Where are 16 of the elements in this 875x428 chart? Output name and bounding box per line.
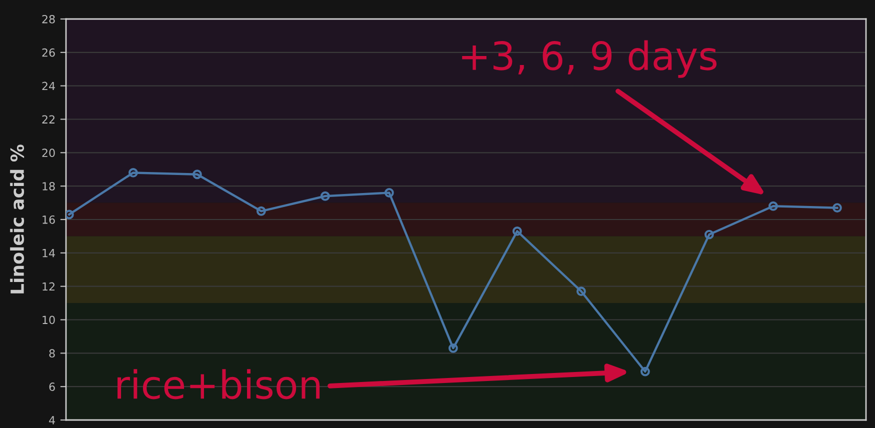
y-tick-label: 10 (42, 316, 55, 324)
y-tick-label: 24 (42, 82, 55, 90)
y-tick-label: 4 (49, 416, 55, 424)
y-tick-label: 14 (42, 249, 55, 258)
y-tick-label: 16 (42, 215, 55, 224)
y-tick-label: 6 (49, 382, 55, 391)
y-tick-label: 18 (42, 182, 55, 190)
y-tick-label: 28 (42, 14, 55, 24)
y-tick-label: 22 (42, 115, 54, 124)
annotation: +3, 6, 9 days (462, 40, 717, 78)
y-tick-label: 8 (49, 349, 55, 358)
annotation: rice+bison (118, 369, 320, 400)
y-tick-label: 26 (42, 48, 55, 57)
y-tick-label: 20 (42, 148, 55, 158)
y-axis-title: Linoleic acid % (10, 144, 24, 294)
y-tick-label: 12 (42, 282, 54, 291)
